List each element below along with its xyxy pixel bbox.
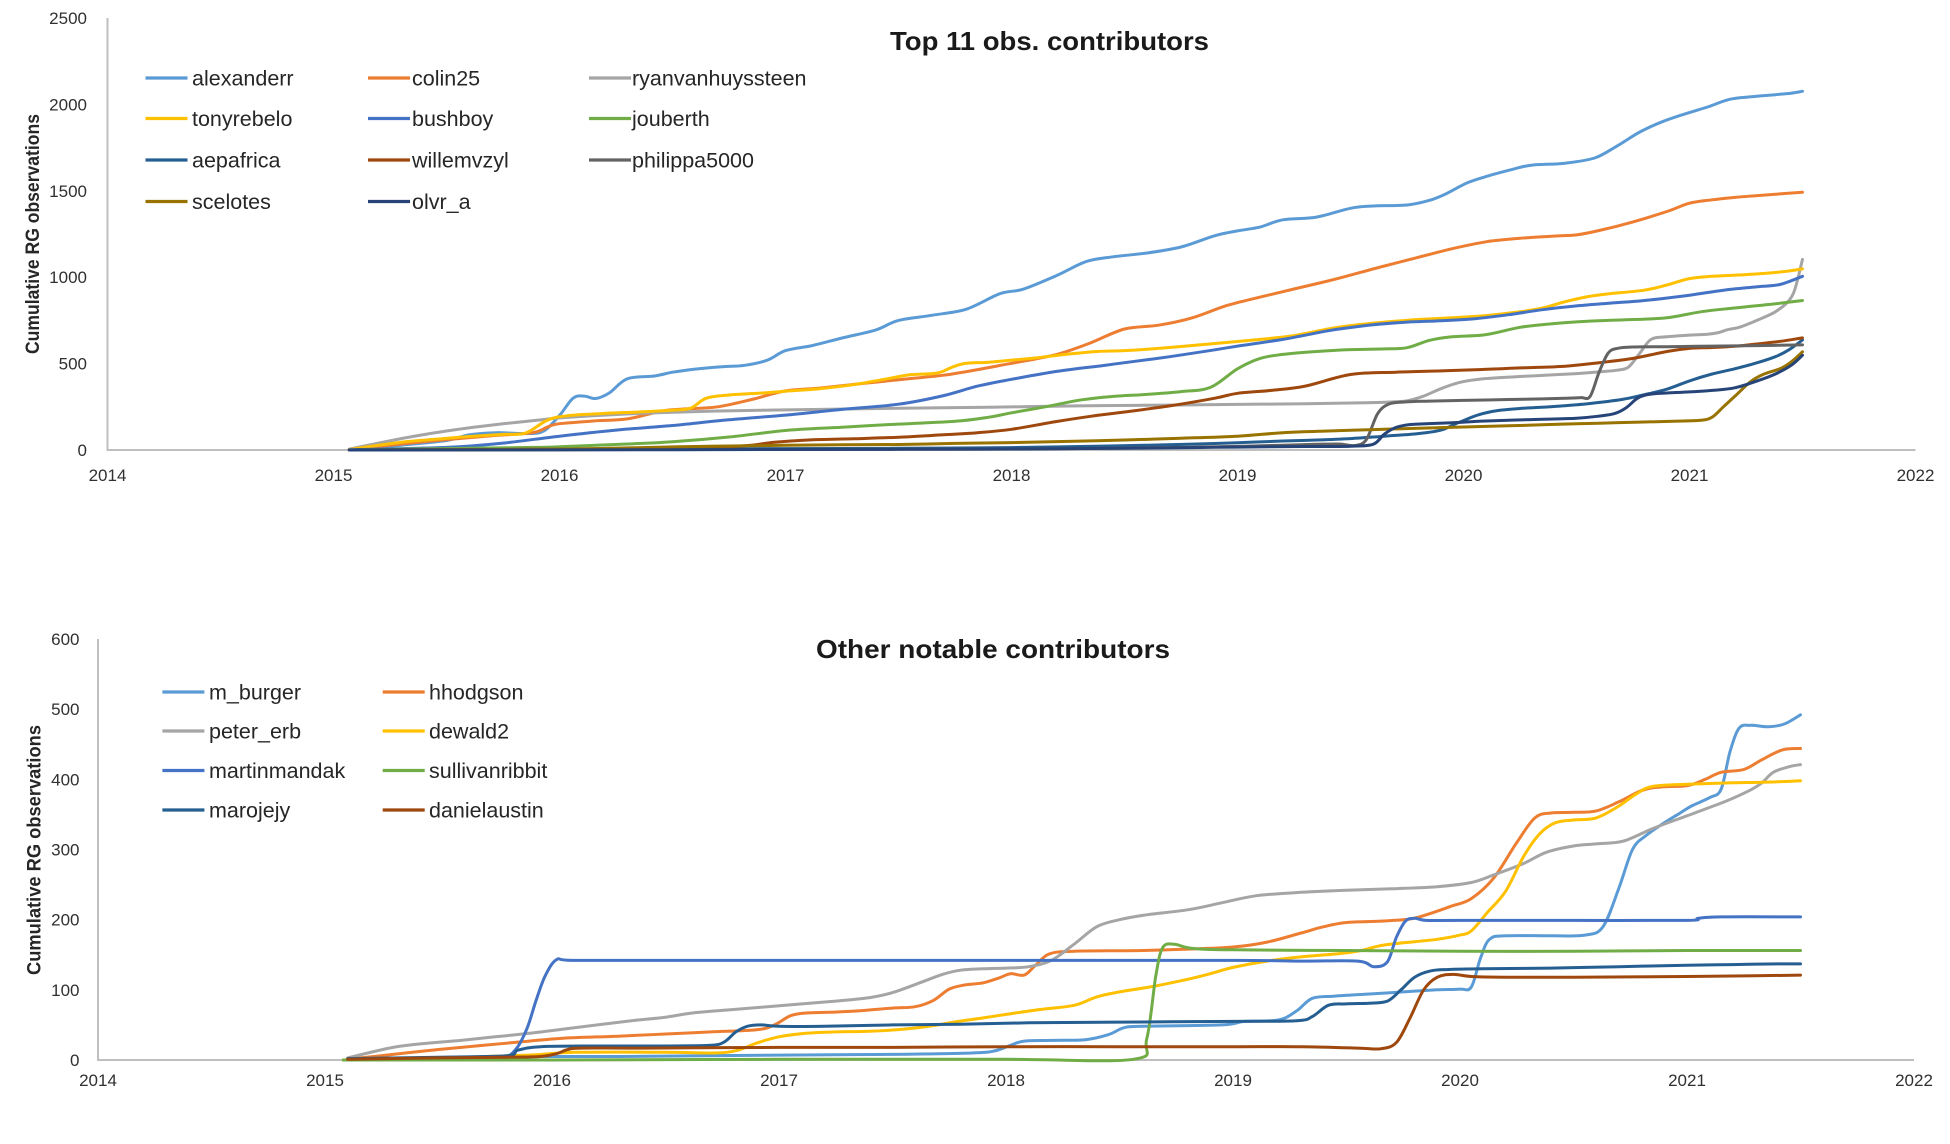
svg-text:willemvzyl: willemvzyl xyxy=(411,149,509,173)
svg-text:0: 0 xyxy=(70,1051,79,1070)
svg-text:Other notable contributors: Other notable contributors xyxy=(816,634,1170,664)
svg-text:500: 500 xyxy=(59,355,87,374)
svg-text:ryanvanhuyssteen: ryanvanhuyssteen xyxy=(632,67,807,91)
svg-text:scelotes: scelotes xyxy=(192,190,271,214)
svg-text:sullivanribbit: sullivanribbit xyxy=(429,759,547,783)
svg-text:2022: 2022 xyxy=(1897,466,1935,485)
svg-text:tonyrebelo: tonyrebelo xyxy=(192,107,292,131)
svg-text:colin25: colin25 xyxy=(412,67,480,91)
svg-text:Cumulative RG observations: Cumulative RG observations xyxy=(23,114,44,354)
svg-text:1000: 1000 xyxy=(49,268,87,287)
svg-text:Cumulative RG observations: Cumulative RG observations xyxy=(25,725,46,975)
svg-text:2014: 2014 xyxy=(89,466,127,485)
svg-text:500: 500 xyxy=(51,700,79,719)
svg-text:2016: 2016 xyxy=(541,466,579,485)
svg-text:bushboy: bushboy xyxy=(412,107,494,131)
svg-text:jouberth: jouberth xyxy=(631,107,710,131)
svg-text:alexanderr: alexanderr xyxy=(192,67,294,91)
svg-text:400: 400 xyxy=(51,770,79,789)
svg-text:Top 11 obs. contributors: Top 11 obs. contributors xyxy=(890,26,1209,56)
svg-text:2017: 2017 xyxy=(760,1071,798,1090)
svg-text:100: 100 xyxy=(51,981,79,1000)
svg-text:martinmandak: martinmandak xyxy=(209,759,345,783)
svg-text:dewald2: dewald2 xyxy=(429,720,509,744)
svg-text:2020: 2020 xyxy=(1441,1071,1479,1090)
svg-text:200: 200 xyxy=(51,911,79,930)
svg-text:2020: 2020 xyxy=(1445,466,1483,485)
svg-text:peter_erb: peter_erb xyxy=(209,720,301,744)
svg-text:2000: 2000 xyxy=(49,95,87,114)
svg-text:2016: 2016 xyxy=(533,1071,571,1090)
svg-text:2015: 2015 xyxy=(315,466,353,485)
svg-text:2500: 2500 xyxy=(49,9,87,28)
svg-text:danielaustin: danielaustin xyxy=(429,799,544,823)
svg-text:hhodgson: hhodgson xyxy=(429,681,523,705)
svg-text:marojejy: marojejy xyxy=(209,799,290,823)
svg-text:olvr_a: olvr_a xyxy=(412,190,471,214)
svg-text:2021: 2021 xyxy=(1668,1071,1706,1090)
svg-text:2018: 2018 xyxy=(993,466,1031,485)
svg-text:2019: 2019 xyxy=(1214,1071,1252,1090)
svg-text:2022: 2022 xyxy=(1895,1071,1933,1090)
svg-text:300: 300 xyxy=(51,841,79,860)
svg-text:2021: 2021 xyxy=(1671,466,1709,485)
svg-text:2017: 2017 xyxy=(767,466,805,485)
svg-text:2019: 2019 xyxy=(1219,466,1257,485)
svg-text:1500: 1500 xyxy=(49,182,87,201)
svg-text:2014: 2014 xyxy=(79,1071,117,1090)
svg-text:600: 600 xyxy=(51,630,79,649)
svg-text:2015: 2015 xyxy=(306,1071,344,1090)
svg-text:0: 0 xyxy=(78,441,87,460)
svg-text:m_burger: m_burger xyxy=(209,681,301,705)
svg-text:philippa5000: philippa5000 xyxy=(632,149,754,173)
svg-text:aepafrica: aepafrica xyxy=(192,149,280,173)
svg-text:2018: 2018 xyxy=(987,1071,1025,1090)
